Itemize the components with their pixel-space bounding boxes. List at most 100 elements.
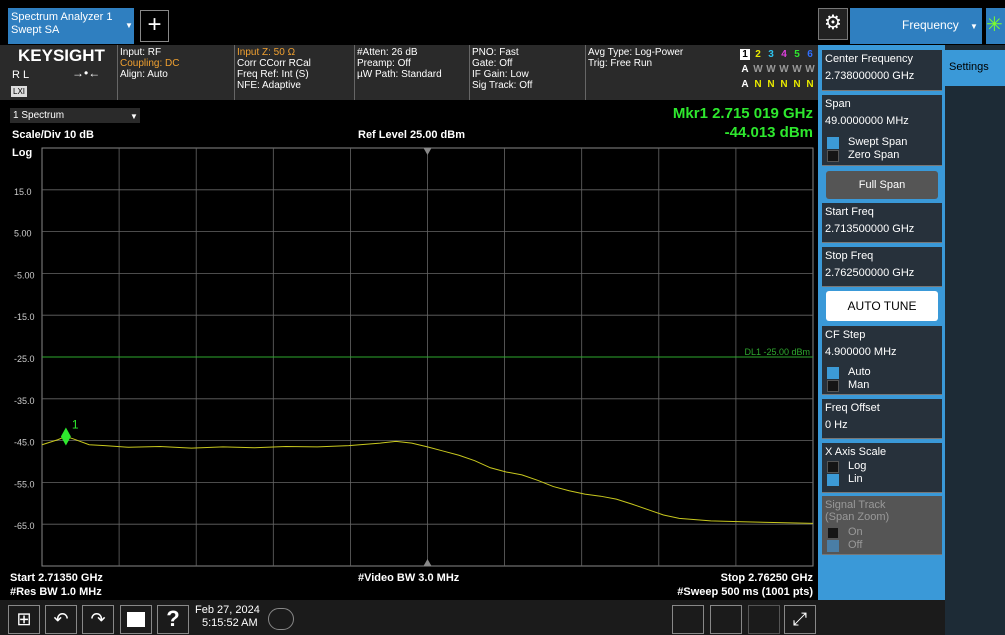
key-value: 2.713500000 GHz bbox=[825, 223, 915, 235]
layout-button[interactable] bbox=[672, 605, 704, 634]
key-label: Stop Freq bbox=[825, 250, 874, 262]
info-text: Preamp: Off bbox=[357, 58, 411, 69]
key-value: 4.900000 MHz bbox=[825, 346, 897, 358]
y-tick-label: -35.0 bbox=[14, 396, 35, 406]
ref-level: Ref Level 25.00 dBm bbox=[358, 129, 465, 141]
key-value: 2.738000000 GHz bbox=[825, 70, 915, 82]
info-text: Input: RF bbox=[120, 47, 162, 58]
trace-indicator: N bbox=[806, 79, 814, 90]
touch-button[interactable] bbox=[710, 605, 742, 634]
trace-indicator: 5 bbox=[794, 49, 800, 60]
trace-indicator: 6 bbox=[807, 49, 813, 60]
column-separator bbox=[585, 45, 586, 100]
info-text: Freq Ref: Int (S) bbox=[237, 69, 309, 80]
cf-step-key[interactable]: CF Step 4.900000 MHz Auto Man bbox=[822, 326, 942, 395]
key-label: Start Freq bbox=[825, 206, 874, 218]
trace-indicator: 1 bbox=[740, 49, 750, 60]
info-text: Coupling: DC bbox=[120, 58, 180, 69]
lxi-logo: LXI bbox=[11, 86, 28, 97]
run-indicator[interactable]: ✳ bbox=[986, 8, 1005, 44]
radio-on bbox=[827, 367, 839, 379]
multi-window-button[interactable] bbox=[748, 605, 780, 634]
trace bbox=[41, 435, 814, 524]
option: Lin bbox=[848, 473, 863, 485]
info-text: NFE: Adaptive bbox=[237, 80, 301, 91]
span-key[interactable]: Span 49.0000000 MHz Swept Span Zero Span bbox=[822, 95, 942, 166]
trace-indicator: N bbox=[780, 79, 788, 90]
brand: KEYSIGHT bbox=[18, 46, 105, 65]
marker bbox=[60, 427, 71, 446]
info-text: PNO: Fast bbox=[472, 47, 519, 58]
option: Auto bbox=[848, 366, 871, 378]
center-freq-key[interactable]: Center Frequency 2.738000000 GHz bbox=[822, 50, 942, 91]
radio-off bbox=[827, 461, 839, 473]
full-span-button[interactable]: Full Span bbox=[826, 171, 938, 199]
trace-indicator: W bbox=[792, 64, 802, 75]
start-freq-key[interactable]: Start Freq 2.713500000 GHz bbox=[822, 203, 942, 243]
column-separator bbox=[469, 45, 470, 100]
center-marker-bottom bbox=[423, 559, 432, 566]
info-text: µW Path: Standard bbox=[357, 69, 442, 80]
app-tab[interactable]: Spectrum Analyzer 1 Swept SA ▼ bbox=[8, 8, 134, 44]
freq-offset-key[interactable]: Freq Offset 0 Hz bbox=[822, 399, 942, 439]
date: Feb 27, 2024 bbox=[195, 604, 260, 616]
trace-indicator: A bbox=[741, 64, 749, 75]
sweep: #Sweep 500 ms (1001 pts) bbox=[677, 586, 813, 598]
radio-off bbox=[827, 380, 839, 392]
window-arrow: ▼ bbox=[130, 112, 138, 121]
y-tick-label: 15.0 bbox=[14, 187, 32, 197]
tab-title: Spectrum Analyzer 1 bbox=[11, 11, 113, 23]
auto-tune-button[interactable]: AUTO TUNE bbox=[826, 291, 938, 321]
y-tick-label: -55.0 bbox=[14, 479, 35, 489]
zoom-button[interactable]: ⤢ bbox=[784, 605, 816, 634]
radio-on bbox=[827, 137, 839, 149]
option: Off bbox=[848, 539, 863, 551]
messages-button[interactable] bbox=[268, 608, 294, 630]
settings-tab-label: Settings bbox=[949, 61, 989, 73]
radio-off bbox=[827, 527, 839, 539]
y-tick-label: -25.0 bbox=[14, 354, 35, 364]
key-value: 2.762500000 GHz bbox=[825, 267, 915, 279]
column-separator bbox=[354, 45, 355, 100]
info-text: #Atten: 26 dB bbox=[357, 47, 418, 58]
option: Man bbox=[848, 379, 870, 391]
time: 5:15:52 AM bbox=[202, 617, 258, 629]
stop-freq-key[interactable]: Stop Freq 2.762500000 GHz bbox=[822, 247, 942, 287]
radio-on bbox=[827, 474, 839, 486]
trace-indicator: N bbox=[767, 79, 775, 90]
tab-column bbox=[945, 45, 1005, 635]
measure-menu[interactable]: Frequency ▼ bbox=[850, 8, 982, 44]
file-button[interactable] bbox=[120, 605, 152, 634]
info-text: Align: Auto bbox=[120, 69, 168, 80]
key-value: 49.0000000 MHz bbox=[825, 115, 909, 127]
info-text: Avg Type: Log-Power bbox=[588, 47, 684, 58]
info-text: Trig: Free Run bbox=[588, 58, 653, 69]
x-axis-scale-key[interactable]: X Axis Scale Log Lin bbox=[822, 443, 942, 493]
redo-button[interactable]: ↷ bbox=[82, 605, 114, 634]
key-label: Span bbox=[825, 98, 851, 110]
info-text: Input Z: 50 Ω bbox=[237, 47, 296, 58]
info-text: Sig Track: Off bbox=[472, 80, 533, 91]
trace-indicator: 2 bbox=[755, 49, 761, 60]
trace-indicator: W bbox=[779, 64, 789, 75]
window-select[interactable]: 1 Spectrum ▼ bbox=[10, 108, 140, 123]
help-button[interactable]: ? bbox=[157, 605, 189, 634]
menu-arrow: ▼ bbox=[970, 22, 978, 31]
settings-tab[interactable]: Settings bbox=[945, 50, 1005, 86]
start-button[interactable]: ⊞ bbox=[8, 605, 40, 634]
key-sublabel: (Span Zoom) bbox=[825, 511, 890, 523]
y-tick-label: 5.00 bbox=[14, 229, 32, 239]
settings-icon[interactable]: ⚙ bbox=[818, 8, 848, 40]
res-bw: #Res BW 1.0 MHz bbox=[10, 586, 102, 598]
trace-indicator: A bbox=[741, 79, 749, 90]
marker-amp-readout: -44.013 dBm bbox=[724, 124, 813, 141]
measure-menu-label: Frequency bbox=[902, 18, 959, 32]
signal-track-key[interactable]: Signal Track (Span Zoom) On Off bbox=[822, 496, 942, 555]
add-tab-button[interactable]: + bbox=[140, 10, 169, 42]
stop-freq: Stop 2.76250 GHz bbox=[720, 572, 813, 584]
rf-icon: →•← bbox=[72, 66, 101, 80]
undo-button[interactable]: ↶ bbox=[45, 605, 77, 634]
spectrum-chart: Log 15.0 5.00 -5.00 -15.0 -25.0 -35.0 -45.0 -55.… bbox=[12, 147, 814, 567]
option: Swept Span bbox=[848, 136, 908, 148]
